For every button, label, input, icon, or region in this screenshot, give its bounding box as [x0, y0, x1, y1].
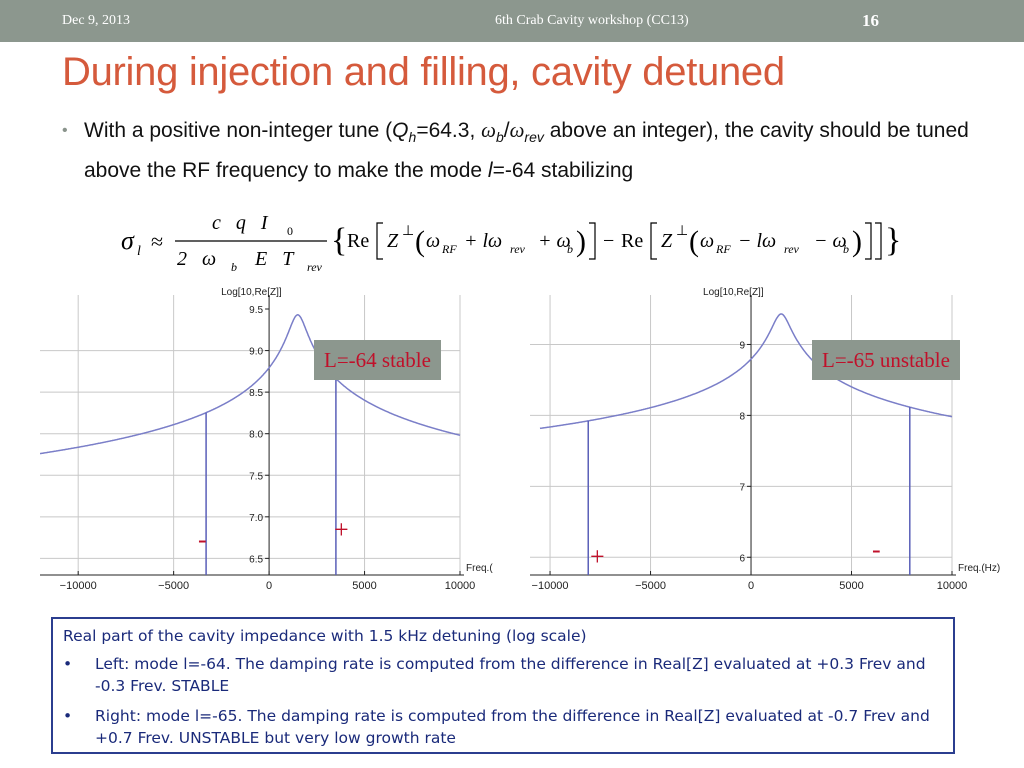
x-tick-label: −10000: [60, 580, 97, 592]
y-tick-label: 8.5: [249, 388, 263, 399]
left-plus-mark: +: [334, 515, 349, 544]
term-omega-b-1: + ω: [533, 230, 571, 252]
term-l-omega-rev-1: + lω: [459, 230, 502, 252]
slash: /: [503, 119, 510, 142]
y-tick-label: 9.0: [249, 347, 263, 358]
page-number: 16: [862, 11, 879, 30]
y-tick-label: 9.5: [249, 305, 263, 316]
caption-intro: Real part of the cavity impedance with 1…: [63, 627, 587, 645]
term-l-omega-rev-2: − lω: [733, 230, 776, 252]
y-tick-label: 8.0: [249, 430, 263, 441]
y-tick-label: 7.5: [249, 471, 263, 482]
bracket-right-2: [865, 222, 872, 260]
x-tick-label: −5000: [158, 580, 189, 592]
header-date: Dec 9, 2013: [62, 13, 131, 28]
x-tick-label: 5000: [352, 580, 376, 592]
bracket-left-1: [376, 222, 383, 260]
y-tick-label: 6: [739, 553, 745, 564]
formula-denominator-mid: E T: [254, 248, 295, 270]
z-symbol-1: Z: [387, 230, 399, 252]
slide-title: During injection and filling, cavity det…: [62, 50, 785, 94]
right-minus-mark: -: [872, 535, 881, 564]
term-omega-rf-1: ω: [426, 230, 440, 252]
paren-open-1: (: [415, 225, 425, 258]
x-tick-label: −5000: [635, 580, 666, 592]
bullet-dot-icon: •: [62, 122, 68, 139]
impedance-curve: [539, 313, 953, 430]
caption-item-text: Right: mode l=-65. The damping rate is c…: [95, 707, 930, 747]
bullet-text-part: above an integer), the cavity should be …: [84, 119, 969, 183]
y-axis-label: Log[10,Re[Z]]: [703, 287, 764, 298]
caption-bullet-icon: •: [63, 707, 73, 725]
term-rf-sub-2: RF: [715, 242, 731, 256]
bracket-right-outer: [875, 222, 882, 260]
bracket-right-1: [589, 222, 596, 260]
term-b-sub-1: b: [567, 242, 573, 256]
caption-item-text: Left: mode l=-64. The damping rate is co…: [95, 655, 926, 695]
header-workshop: 6th Crab Cavity workshop (CC13): [495, 13, 689, 28]
term-omega-rf-2: ω: [700, 230, 714, 252]
x-tick-label: 0: [266, 580, 272, 592]
omega-subscript: rev: [524, 129, 544, 146]
caption-bullet-icon: •: [63, 655, 73, 673]
bracket-left-2: [650, 222, 657, 260]
x-tick-label: 10000: [445, 580, 476, 592]
term-omega-b-2: − ω: [809, 230, 847, 252]
damping-formula: σ l ≈ c q I 0 2 ω b E T rev { Re Z ⊥ ( ω…: [121, 212, 901, 274]
impedance-curve: [40, 314, 461, 455]
y-tick-label: 7.0: [249, 513, 263, 524]
x-tick-label: 10000: [937, 580, 968, 592]
bullet-text-part: With a positive non-integer tune (: [84, 119, 393, 142]
left-mode-label: L=-64 stable: [314, 340, 441, 380]
x-axis-label: Freq.(Hz): [958, 563, 1000, 574]
perp-symbol-1: ⊥: [402, 224, 414, 239]
right-mode-label: L=-65 unstable: [812, 340, 960, 380]
omega-symbol: ω: [481, 118, 496, 142]
x-tick-label: −10000: [532, 580, 569, 592]
formula-numerator: c q I: [212, 212, 269, 234]
tune-subscript: h: [408, 129, 417, 146]
tune-symbol: Q: [392, 119, 409, 142]
formula-sigma: σ: [121, 226, 135, 255]
omega-subscript: b: [495, 129, 504, 146]
bullet-text-part: =-64 stabilizing: [492, 159, 634, 183]
y-tick-label: 8: [739, 411, 745, 422]
formula-sigma-sub: l: [137, 244, 141, 259]
y-tick-label: 9: [739, 340, 745, 351]
term-rev-sub-1: rev: [510, 242, 526, 256]
y-axis-label: Log[10,Re[Z]]: [221, 287, 282, 298]
left-impedance-plot: −10000 −5000 0 5000 10000 6.5 7.0 7.5 8.0 8.5 9.0 9…: [40, 287, 493, 592]
formula-approx: ≈: [151, 229, 163, 254]
brace-open: {: [331, 222, 347, 259]
x-axis-label: Freq.(: [466, 563, 493, 574]
formula-minus: −: [603, 230, 614, 252]
z-symbol-2: Z: [661, 230, 673, 252]
term-rev-sub-2: rev: [784, 242, 800, 256]
x-tick-label: 0: [748, 580, 754, 592]
re-label-1: Re: [347, 230, 369, 252]
x-tick-label: 5000: [839, 580, 863, 592]
y-tick-label: 6.5: [249, 554, 263, 565]
perp-symbol-2: ⊥: [676, 224, 688, 239]
brace-close: }: [885, 222, 901, 259]
left-minus-mark: -: [198, 525, 207, 554]
caption-box: Real part of the cavity impedance with 1…: [51, 617, 955, 754]
paren-open-2: (: [689, 225, 699, 258]
formula-numerator-sub: 0: [287, 224, 293, 238]
bullet-text: With a positive non-integer tune (Qh=64.…: [84, 114, 994, 187]
right-plus-mark: +: [590, 542, 605, 571]
mode-symbol: l: [487, 159, 493, 183]
omega-symbol: ω: [509, 118, 525, 142]
bullet-text-part: =64.3,: [416, 119, 482, 142]
paren-close-1: ): [576, 225, 586, 258]
paren-close-2: ): [852, 225, 862, 258]
header-bar: Dec 9, 2013 6th Crab Cavity workshop (CC…: [0, 0, 1024, 42]
formula-denominator-sub2: rev: [307, 260, 323, 274]
re-label-2: Re: [621, 230, 643, 252]
formula-denominator: 2 ω: [177, 248, 216, 270]
formula-denominator-sub: b: [231, 260, 237, 274]
term-rf-sub-1: RF: [441, 242, 457, 256]
y-tick-label: 7: [739, 482, 745, 493]
term-b-sub-2: b: [843, 242, 849, 256]
